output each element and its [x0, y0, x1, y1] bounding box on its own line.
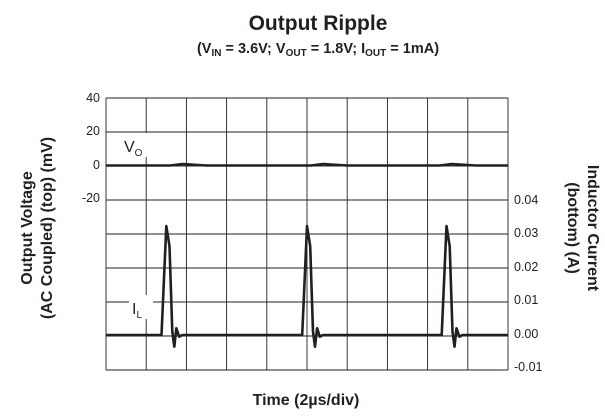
x-axis-label: Time (2µs/div) — [253, 392, 360, 409]
chart-subtitle: (VIN = 3.6V; VOUT = 1.8V; IOUT = 1mA) — [197, 41, 439, 59]
il-trace-label: IL — [132, 301, 142, 321]
right-tick-label: 0.02 — [514, 260, 538, 274]
right-tick-label: 0.04 — [514, 193, 538, 207]
right-tick-label: 0.03 — [514, 226, 538, 240]
right-axis-label-line1: Inductor Current — [584, 165, 601, 292]
left-tick-label: -20 — [82, 191, 100, 205]
left-tick-label: 40 — [86, 91, 100, 105]
left-tick-labels: 40 20 0 -20 — [82, 91, 100, 205]
left-tick-label: 20 — [86, 124, 100, 138]
vo-label-box: VO — [120, 133, 156, 159]
vo-trace-label: VO — [124, 139, 143, 159]
chart-title: Output Ripple — [249, 12, 388, 35]
vo-trace-line — [106, 162, 508, 167]
right-tick-label: -0.01 — [514, 360, 543, 374]
il-trace-line — [106, 224, 508, 349]
right-tick-label: 0.01 — [514, 293, 538, 307]
right-tick-label: 0.00 — [514, 327, 538, 341]
il-label-box: IL — [129, 295, 153, 321]
left-axis-label-line1: Output Voltage — [19, 171, 36, 285]
left-axis-label-line2: (AC Coupled) (top) (mV) — [39, 137, 56, 319]
traces — [106, 162, 508, 349]
right-tick-labels: 0.04 0.03 0.02 0.01 0.00 -0.01 — [514, 193, 543, 374]
right-axis-label-line2: (bottom) (A) — [564, 182, 581, 274]
left-tick-label: 0 — [93, 158, 100, 172]
